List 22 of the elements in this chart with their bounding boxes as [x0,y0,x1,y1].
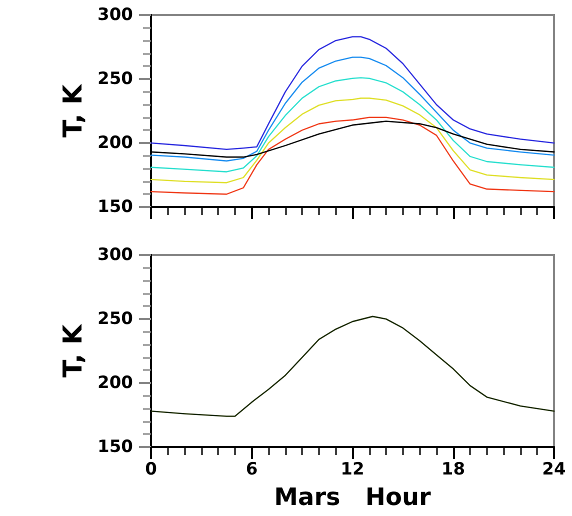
x-tick-label: 12 [340,460,364,480]
line-series [150,77,555,172]
y-tick-label: 150 [98,437,134,457]
y-tick-label: 150 [98,197,134,217]
line-series [150,36,555,150]
x-tick-label: 18 [441,460,466,480]
x-tick-label: 0 [145,460,158,480]
x-tick-label: 6 [246,460,258,480]
y-axis-title: T, K [58,324,89,378]
y-tick-label: 300 [98,5,134,25]
line-series [150,116,555,195]
line-series [150,56,555,162]
x-axis-title: Mars Hour [274,483,432,511]
y-tick-label: 250 [98,69,134,89]
y-axis-title: T, K [58,84,89,138]
line-series [150,316,555,417]
y-tick-label: 300 [98,245,134,265]
line-series [150,98,555,184]
y-tick-label: 200 [98,133,134,153]
x-tick-label: 24 [542,460,566,480]
y-tick-label: 200 [98,373,134,393]
y-tick-label: 250 [98,309,134,329]
